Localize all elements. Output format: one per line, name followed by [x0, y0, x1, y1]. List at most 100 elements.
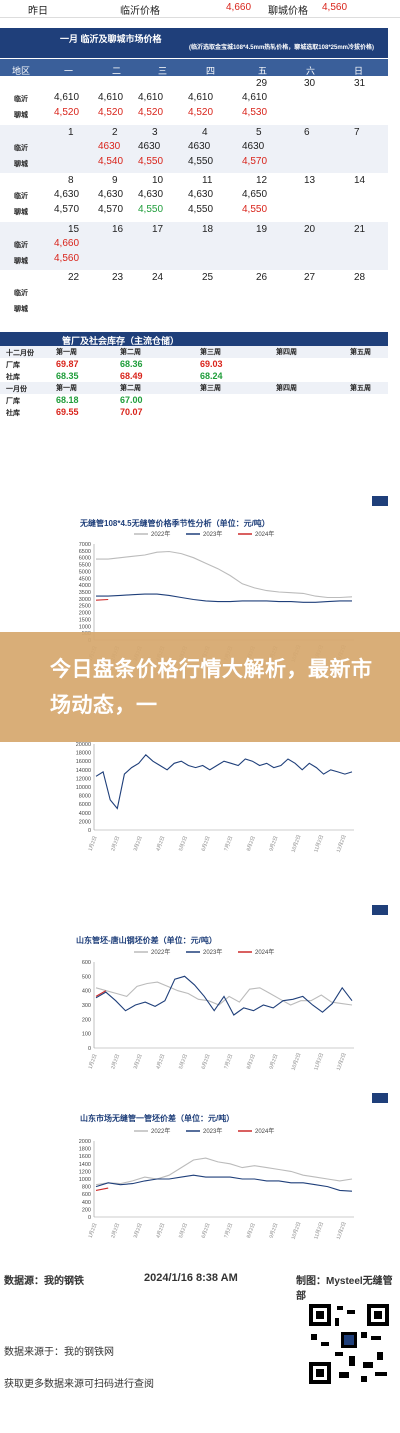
january-title: 一月 临沂及聊城市场价格 — [60, 34, 162, 44]
price-cell-liaocheng: 4,550 — [138, 155, 164, 167]
y-tick-label: 4000 — [79, 811, 91, 817]
y-tick-label: 8000 — [79, 794, 91, 800]
y-tick-label: 1400 — [79, 1162, 91, 1168]
y-tick-label: 100 — [82, 1032, 91, 1038]
legend-label: 2024年 — [255, 530, 274, 538]
x-tick-label: 2月2日 — [110, 1053, 121, 1070]
price-cell-linyi: 4,630 — [188, 189, 214, 200]
y-tick-label: 1200 — [79, 1169, 91, 1175]
date-cell: 4 — [202, 126, 208, 138]
city-label-liaocheng: 聊城 — [14, 209, 28, 216]
chart4-title: 山东市场无缝管一管坯价差（单位：元/吨） — [80, 1114, 235, 1123]
y-tick-label: 300 — [82, 1003, 91, 1009]
inventory-row-label: 一月份 — [6, 386, 27, 393]
x-tick-label: 8月2日 — [246, 835, 257, 852]
date-cell: 11 — [202, 175, 213, 186]
date-cell: 30 — [304, 78, 316, 89]
price-cell-linyi: 4,610 — [54, 92, 80, 103]
y-tick-label: 600 — [82, 1192, 91, 1198]
inventory-week-header: 第四周 — [276, 349, 297, 356]
chart-price-trend: 0 2000 4000 6000 8000 10000 12000 14000 16000 180… — [76, 742, 354, 853]
price-cell-liaocheng: 4,520 — [188, 107, 214, 118]
legend-label: 2024年 — [255, 948, 274, 956]
top-label-linyi: 临沂价格 — [120, 6, 160, 17]
x-tick-label: 7月2日 — [223, 1053, 234, 1070]
y-tick-label: 2000 — [79, 1139, 91, 1145]
inventory-header: 管厂及社会库存（主流仓储） — [0, 332, 388, 346]
inventory-value: 69.55 — [56, 407, 79, 417]
date-cell: 13 — [304, 175, 316, 186]
x-tick-label: 12月2日 — [336, 834, 348, 853]
date-cell: 26 — [256, 272, 268, 283]
series-line — [95, 1157, 353, 1186]
legend-label: 2023年 — [203, 530, 222, 538]
y-tick-label: 200 — [82, 1207, 91, 1213]
date-cell: 22 — [68, 272, 80, 283]
inventory-value: 68.24 — [200, 371, 223, 381]
y-tick-label: 6500 — [79, 549, 91, 555]
date-cell: 31 — [354, 78, 366, 89]
x-tick-label: 10月2日 — [291, 1052, 303, 1071]
date-cell: 21 — [354, 223, 366, 235]
chart-billet-spread: 0 100 200 300 400 500 600 1月2日 2月2日 3月2日 4月2日 5月2日 6… — [82, 948, 354, 1071]
date-cell: 25 — [202, 272, 214, 283]
y-tick-label: 5500 — [79, 563, 91, 569]
headline-overlay — [0, 632, 400, 742]
price-cell-liaocheng: 4,550 — [242, 204, 268, 215]
inventory-value: 68.36 — [120, 359, 143, 369]
inventory-value: 68.49 — [120, 371, 143, 381]
week-band — [0, 221, 388, 270]
x-tick-label: 3月2日 — [133, 835, 144, 852]
qr-code-icon[interactable] — [305, 1300, 393, 1388]
y-tick-label: 6000 — [79, 802, 91, 808]
price-cell-linyi: 4630 — [98, 140, 121, 152]
mysteel-logo-3 — [372, 1093, 388, 1103]
series-line — [96, 593, 352, 603]
legend-label: 2022年 — [151, 1127, 170, 1135]
y-tick-label: 800 — [82, 1185, 91, 1191]
price-cell-liaocheng: 4,550 — [138, 204, 164, 215]
x-tick-label: 2月2日 — [110, 1222, 121, 1239]
footer-datetime: 2024/1/16 8:38 AM — [144, 1272, 238, 1284]
col-tue: 二 — [112, 66, 122, 76]
x-tick-label: 12月2日 — [336, 1221, 348, 1240]
footer-source2: 数据来源于：我的钢铁网 — [4, 1347, 114, 1358]
date-cell: 29 — [256, 78, 268, 89]
price-cell-liaocheng: 4,560 — [54, 252, 80, 264]
price-cell-liaocheng: 4,520 — [138, 107, 164, 118]
y-tick-label: 1000 — [79, 624, 91, 630]
x-tick-label: 5月2日 — [178, 1053, 189, 1070]
inventory-week-header: 第四周 — [276, 385, 297, 392]
price-cell-linyi: 4,660 — [54, 237, 80, 249]
inventory-week-row — [0, 382, 388, 394]
footer-scan-hint: 获取更多数据来源可扫码进行查阅 — [4, 1379, 154, 1390]
price-cell-linyi: 4,610 — [188, 92, 214, 103]
series-line — [96, 550, 353, 599]
inventory-row-label: 社库 — [6, 410, 20, 417]
x-tick-label: 3月2日 — [133, 1222, 144, 1239]
price-cell-linyi: 4,610 — [242, 92, 268, 103]
chart1-title: 无缝管108*4.5无缝管价格季节性分析（单位：元/吨） — [80, 519, 270, 528]
y-tick-label: 16000 — [76, 759, 91, 765]
footer-source: 数据源：我的钢铁 — [4, 1276, 84, 1287]
inventory-body: 十二月份 第一周 第二周 第三周 第四周 第五周 厂库 69.87 68.36 69.03 社库 68… — [0, 346, 388, 417]
y-tick-label: 1500 — [79, 617, 91, 623]
series-line — [95, 598, 109, 601]
y-tick-label: 2500 — [79, 604, 91, 610]
y-tick-label: 1000 — [79, 1177, 91, 1183]
footer-maker: 制图：Mysteel无缝管部 — [296, 1276, 393, 1302]
inventory-value: 70.07 — [120, 407, 143, 417]
inventory-week-header: 第五周 — [350, 349, 371, 356]
inventory-row-label: 社库 — [6, 374, 20, 381]
x-tick-label: 7月2日 — [223, 1222, 234, 1239]
date-cell: 28 — [354, 272, 366, 283]
y-tick-label: 20000 — [76, 742, 91, 748]
x-tick-label: 6月2日 — [201, 835, 212, 852]
inventory-week-header: 第二周 — [120, 349, 141, 356]
price-cell-linyi: 4630 — [138, 140, 161, 152]
col-thu: 四 — [206, 66, 216, 76]
headline-text: 今日盘条价格行情大解析，最新市场动态，一 — [50, 658, 373, 717]
inventory-value: 69.03 — [200, 359, 223, 369]
date-cell: 14 — [354, 175, 366, 186]
